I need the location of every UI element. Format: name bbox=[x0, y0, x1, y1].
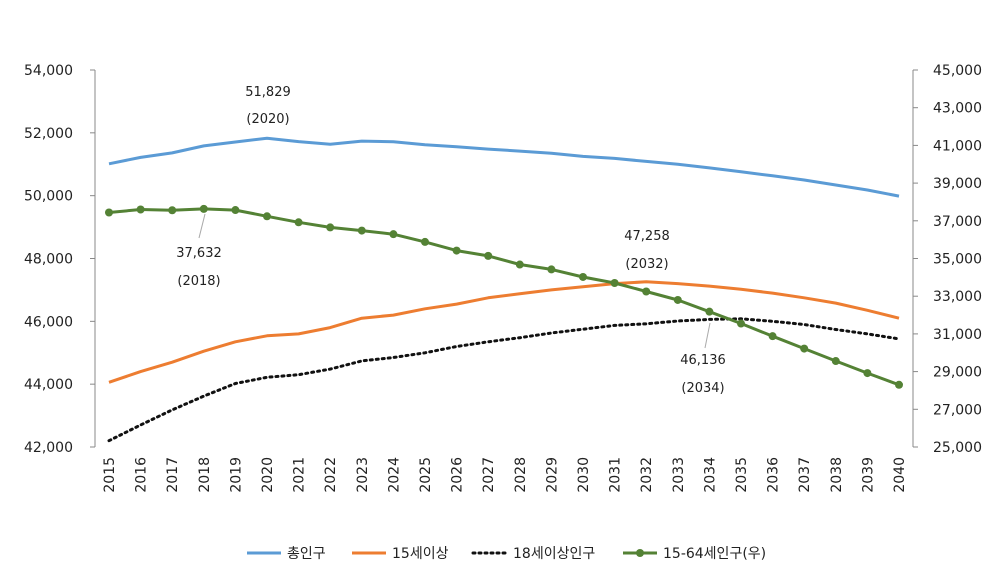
annotation-value: 51,829 bbox=[245, 85, 291, 100]
right-tick-label: 43,000 bbox=[933, 101, 982, 117]
x-tick-label: 2019 bbox=[228, 457, 244, 493]
annotation-year: (2018) bbox=[177, 274, 220, 289]
right-tick-label: 27,000 bbox=[933, 402, 982, 418]
right-tick-label: 35,000 bbox=[933, 252, 982, 268]
left-tick-label: 52,000 bbox=[24, 126, 73, 142]
annotation-value: 46,136 bbox=[680, 353, 726, 368]
x-tick-label: 2016 bbox=[134, 457, 150, 493]
series-point bbox=[326, 223, 335, 232]
annotation-year: (2020) bbox=[246, 112, 289, 127]
annotations: 51,829 (2020) 37,632 (2018) 47,258 (2032… bbox=[176, 85, 726, 396]
legend-label: 총인구 bbox=[287, 546, 326, 562]
right-tick-label: 39,000 bbox=[933, 176, 982, 192]
x-tick-label: 2027 bbox=[481, 457, 497, 493]
series-line bbox=[107, 317, 901, 443]
x-tick-label: 2031 bbox=[608, 457, 624, 493]
right-tick-label: 31,000 bbox=[933, 327, 982, 343]
x-tick-label: 2036 bbox=[766, 457, 782, 493]
annotation-year: (2034) bbox=[681, 381, 724, 396]
x-tick-label: 2035 bbox=[734, 457, 750, 493]
series-point bbox=[168, 206, 177, 215]
series-point bbox=[452, 246, 461, 255]
right-tick-label: 45,000 bbox=[933, 63, 982, 79]
series-point bbox=[421, 237, 429, 246]
left-tick-label: 46,000 bbox=[24, 314, 73, 330]
series-point bbox=[800, 344, 809, 353]
series-point bbox=[768, 332, 777, 341]
annotation-value: 47,258 bbox=[624, 229, 670, 244]
x-tick-label: 2032 bbox=[639, 457, 655, 493]
x-tick-label: 2026 bbox=[450, 457, 466, 493]
right-axis-ticks: 25,000 27,000 29,000 31,000 33,000 35,000 37,0… bbox=[913, 63, 982, 456]
x-tick-label: 2040 bbox=[892, 457, 908, 493]
legend-label: 18세이상인구 bbox=[513, 546, 595, 562]
series-point bbox=[863, 369, 872, 378]
x-tick-label: 2023 bbox=[355, 457, 371, 493]
x-tick-label: 2022 bbox=[323, 457, 339, 493]
x-tick-label: 2021 bbox=[292, 457, 308, 493]
legend: 총인구 15세이상 18세이상인구 15-64세인구(우) bbox=[247, 546, 766, 562]
legend-label: 15세이상 bbox=[392, 546, 449, 562]
x-tick-label: 2030 bbox=[576, 457, 592, 493]
series-point bbox=[231, 206, 240, 215]
series-line bbox=[108, 207, 900, 387]
right-tick-label: 37,000 bbox=[933, 214, 982, 230]
series-point bbox=[547, 265, 556, 274]
x-tick-label: 2018 bbox=[197, 457, 213, 493]
series-point bbox=[705, 307, 714, 316]
annotation-leader bbox=[704, 322, 711, 349]
x-tick-label: 2025 bbox=[418, 457, 434, 493]
x-tick-label: 2038 bbox=[829, 457, 845, 493]
series-point bbox=[263, 212, 271, 221]
annotation-year: (2032) bbox=[625, 257, 668, 272]
right-tick-label: 29,000 bbox=[933, 365, 982, 381]
annotation-value: 37,632 bbox=[176, 246, 222, 261]
legend-swatch-marker bbox=[636, 549, 644, 557]
series-point bbox=[136, 205, 145, 214]
x-axis-ticks: 2015 2016 2017 2018 2019 2020 2021 2022 2023 2024… bbox=[102, 457, 908, 493]
right-tick-label: 33,000 bbox=[933, 289, 982, 305]
left-tick-label: 50,000 bbox=[24, 189, 73, 205]
annotation-leader bbox=[198, 213, 206, 239]
left-tick-label: 54,000 bbox=[24, 63, 73, 79]
x-tick-label: 2015 bbox=[102, 457, 118, 493]
x-tick-label: 2020 bbox=[260, 457, 276, 493]
x-tick-label: 2037 bbox=[797, 457, 813, 493]
series-point bbox=[831, 357, 840, 366]
series-line bbox=[108, 136, 900, 198]
series-point bbox=[357, 226, 366, 235]
series-point bbox=[895, 380, 903, 389]
series-point bbox=[199, 204, 208, 213]
x-tick-label: 2033 bbox=[671, 457, 687, 493]
series-point bbox=[389, 230, 398, 239]
series-point bbox=[105, 208, 113, 217]
series-point bbox=[673, 295, 682, 304]
x-tick-label: 2039 bbox=[860, 457, 876, 493]
x-tick-label: 2034 bbox=[702, 457, 718, 493]
series-point bbox=[515, 260, 524, 269]
series-point bbox=[610, 279, 619, 288]
legend-label: 15-64세인구(우) bbox=[663, 546, 766, 562]
right-tick-label: 25,000 bbox=[933, 440, 982, 456]
x-tick-label: 2029 bbox=[544, 457, 560, 493]
series-point bbox=[294, 218, 303, 227]
series-layer bbox=[105, 136, 903, 443]
series-point bbox=[737, 319, 745, 328]
series-point bbox=[642, 287, 651, 296]
x-tick-label: 2028 bbox=[513, 457, 529, 493]
series-line bbox=[108, 280, 900, 384]
x-tick-label: 2024 bbox=[386, 457, 402, 493]
x-tick-label: 2017 bbox=[165, 457, 181, 493]
left-tick-label: 44,000 bbox=[24, 377, 73, 393]
series-point bbox=[579, 272, 587, 281]
right-tick-label: 41,000 bbox=[933, 138, 982, 154]
left-tick-label: 42,000 bbox=[24, 440, 73, 456]
left-tick-label: 48,000 bbox=[24, 252, 73, 268]
series-point bbox=[484, 251, 493, 260]
left-axis-ticks: 42,000 44,000 46,000 48,000 50,000 52,000 54,0… bbox=[24, 63, 95, 456]
